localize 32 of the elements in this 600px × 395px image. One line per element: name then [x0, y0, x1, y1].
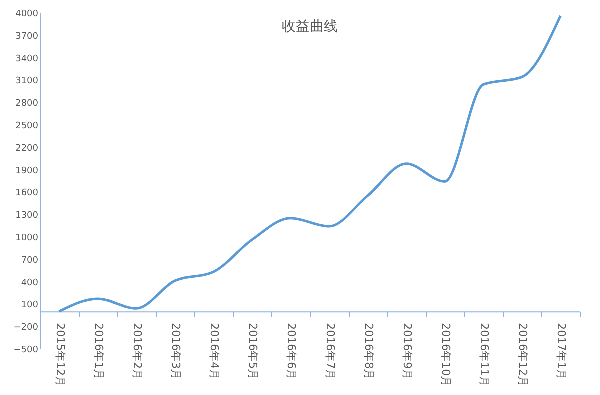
y-tick-label: 1900 [16, 166, 39, 176]
x-tick-label: 2016年11月 [478, 323, 492, 388]
line-series [58, 14, 562, 313]
x-tick-label: 2016年8月 [362, 323, 376, 380]
y-tick-label: 1000 [16, 234, 39, 244]
x-tick-label: 2016年3月 [170, 323, 182, 380]
y-tick-label: 3700 [16, 32, 39, 42]
y-tick-label: −200 [14, 323, 39, 334]
x-tick-label: 2015年12月 [54, 323, 67, 388]
y-tick-label: 2800 [16, 99, 39, 110]
y-tick-label: 1300 [16, 211, 39, 222]
x-tick-label: 2016年7月 [324, 323, 337, 380]
x-tick-label: 2016年6月 [285, 323, 298, 380]
y-tick-label: 1600 [16, 188, 39, 199]
y-tick-label: 2200 [16, 144, 39, 154]
y-tick-label: 2500 [16, 122, 39, 132]
y-tick-label: 700 [21, 256, 39, 266]
y-tick-label: 100 [21, 300, 39, 311]
x-tick-label: 2016年2月 [130, 323, 144, 380]
y-tick-label: 400 [21, 278, 39, 288]
y-tick-label: 3400 [16, 54, 39, 64]
x-tick-label: 2016年12月 [516, 323, 530, 388]
x-tick-label: 2017年1月 [555, 323, 568, 380]
x-tick-label: 2016年9月 [400, 323, 414, 380]
y-tick-label: 4000 [16, 10, 39, 20]
x-tick-label: 2016年4月 [208, 323, 222, 380]
y-tick-label: 3100 [16, 76, 39, 87]
x-tick-label: 2016年1月 [92, 323, 106, 380]
chart-title: 收益曲线 [282, 19, 338, 35]
x-tick-label: 2016年10月 [440, 323, 452, 388]
x-tick-label: 2016年5月 [246, 323, 260, 380]
y-tick-label: −500 [14, 346, 39, 356]
